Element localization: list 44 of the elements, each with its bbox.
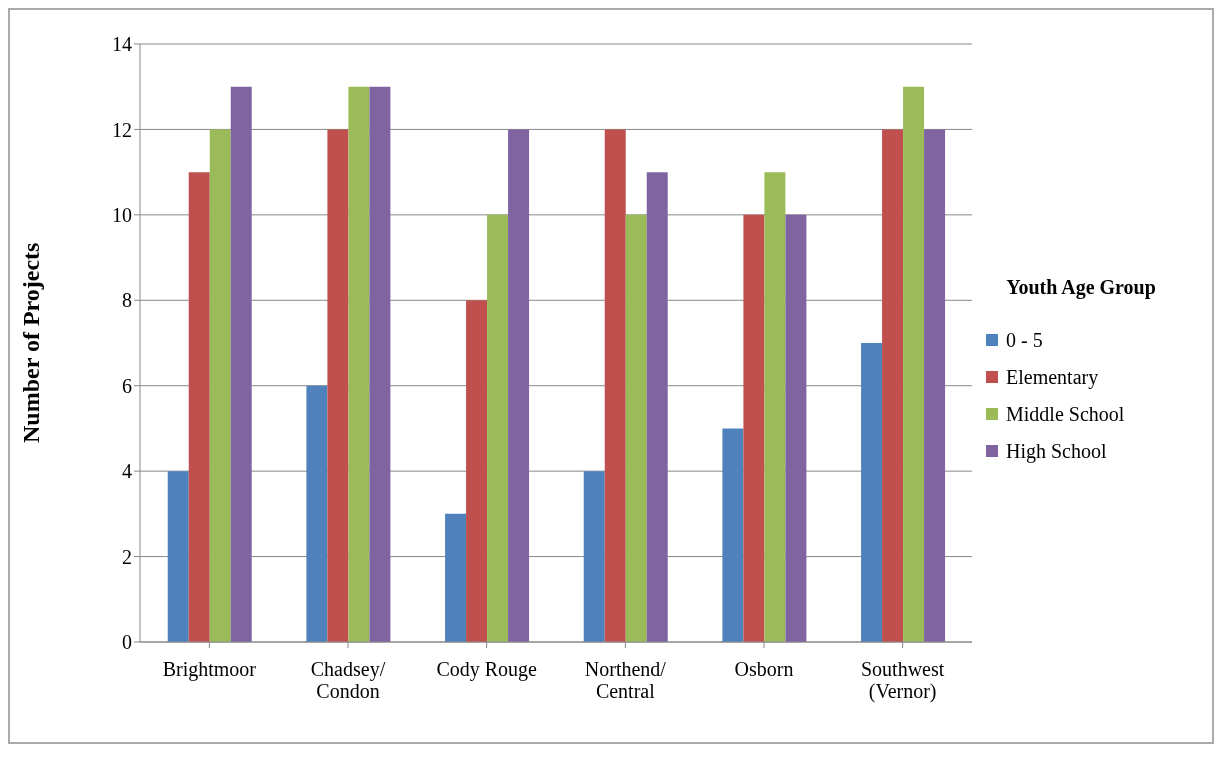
- x-tick-label: Brightmoor: [162, 658, 257, 681]
- bar: [625, 214, 647, 642]
- y-tick-label: 0: [122, 631, 132, 654]
- y-tick-label: 4: [122, 460, 132, 483]
- bar: [487, 214, 509, 642]
- bar: [604, 129, 626, 642]
- legend-label: Middle School: [1006, 402, 1125, 426]
- legend-label: 0 - 5: [1006, 328, 1043, 352]
- y-tick-label: 14: [112, 33, 132, 56]
- bar: [785, 214, 807, 642]
- legend-label: Elementary: [1006, 365, 1099, 389]
- bar: [306, 385, 328, 642]
- bar: [722, 428, 744, 642]
- bar: [188, 172, 210, 642]
- y-tick-label: 12: [112, 118, 132, 141]
- bar: [445, 513, 467, 642]
- x-tick-label: Northend/ Central: [584, 658, 667, 702]
- bar: [583, 471, 605, 642]
- legend-title: Youth Age Group: [1006, 275, 1156, 299]
- y-tick-label: 2: [122, 545, 132, 568]
- y-axis-title: Number of Projects: [17, 242, 44, 443]
- bar: [327, 129, 349, 642]
- x-tick-label: Osborn: [734, 658, 794, 680]
- bar: [466, 300, 488, 642]
- legend-label: High School: [1006, 439, 1107, 463]
- y-tick-label: 10: [112, 203, 132, 226]
- bar: [167, 471, 189, 642]
- x-tick-label: Southwest (Vernor): [860, 658, 945, 703]
- y-tick-label: 8: [122, 289, 132, 312]
- bar: [924, 129, 946, 642]
- bar: [743, 214, 765, 642]
- bar: [369, 86, 391, 642]
- bar: [764, 172, 786, 642]
- bar: [230, 86, 252, 642]
- y-tick-label: 6: [122, 374, 132, 397]
- bar: [646, 172, 668, 642]
- bar: [508, 129, 530, 642]
- x-tick-label: Chadsey/ Condon: [310, 658, 386, 702]
- bar: [861, 343, 883, 642]
- bar: [903, 86, 925, 642]
- bar: [882, 129, 904, 642]
- bar: [209, 129, 231, 642]
- x-tick-label: Cody Rouge: [436, 658, 538, 681]
- bar: [348, 86, 370, 642]
